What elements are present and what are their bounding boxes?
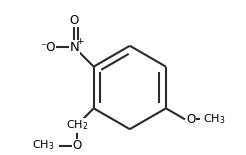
Text: O: O — [72, 139, 81, 152]
Text: CH$_3$: CH$_3$ — [32, 139, 55, 153]
Text: CH$_3$: CH$_3$ — [203, 113, 225, 126]
Text: CH$_2$: CH$_2$ — [66, 118, 88, 132]
Text: N: N — [70, 41, 79, 54]
Text: ⁻O: ⁻O — [40, 41, 55, 54]
Text: +: + — [76, 37, 84, 46]
Text: O: O — [70, 14, 79, 27]
Text: O: O — [187, 113, 196, 126]
